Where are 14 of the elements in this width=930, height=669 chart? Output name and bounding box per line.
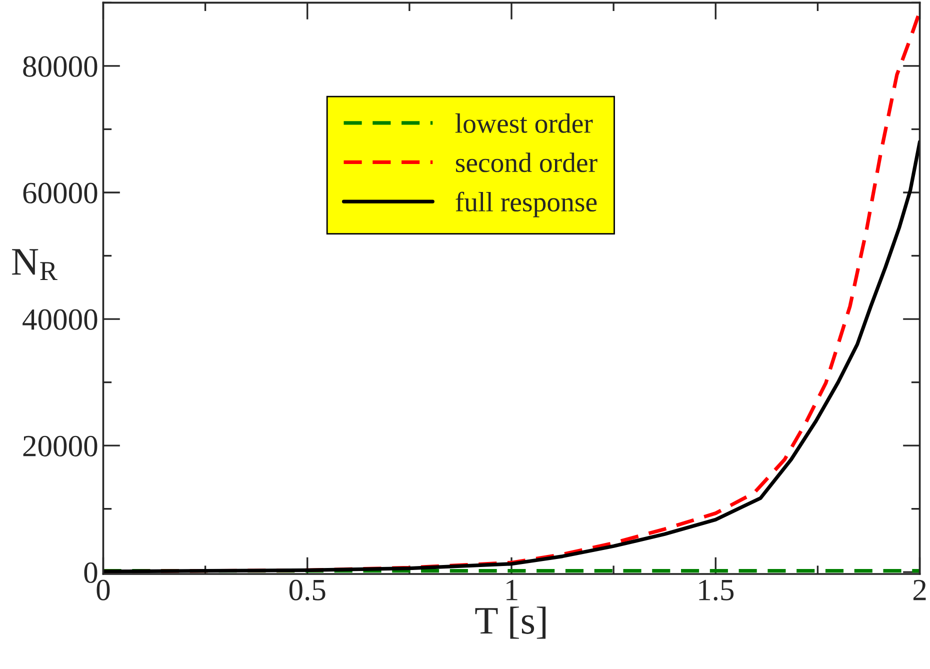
x-tick-label: 1.5 <box>699 580 734 600</box>
x-axis-title: T [s] <box>475 606 546 639</box>
legend-label: second order <box>456 152 598 172</box>
y-tick-label: 40000 <box>22 309 98 330</box>
x-tick-label: 2 <box>913 580 926 600</box>
legend-label: full response <box>456 192 597 218</box>
y-tick-label: 0 <box>84 562 98 584</box>
y-tick-label: 20000 <box>23 436 98 456</box>
y-axis-title: N$_{R}$ <box>12 249 58 280</box>
x-tick-label: 0.5 <box>289 580 326 600</box>
y-tick-label: 80000 <box>23 56 98 77</box>
legend-label: lowest order <box>455 113 593 133</box>
y-tick-label: 60000 <box>23 182 98 204</box>
x-tick-label: 1 <box>506 580 518 600</box>
